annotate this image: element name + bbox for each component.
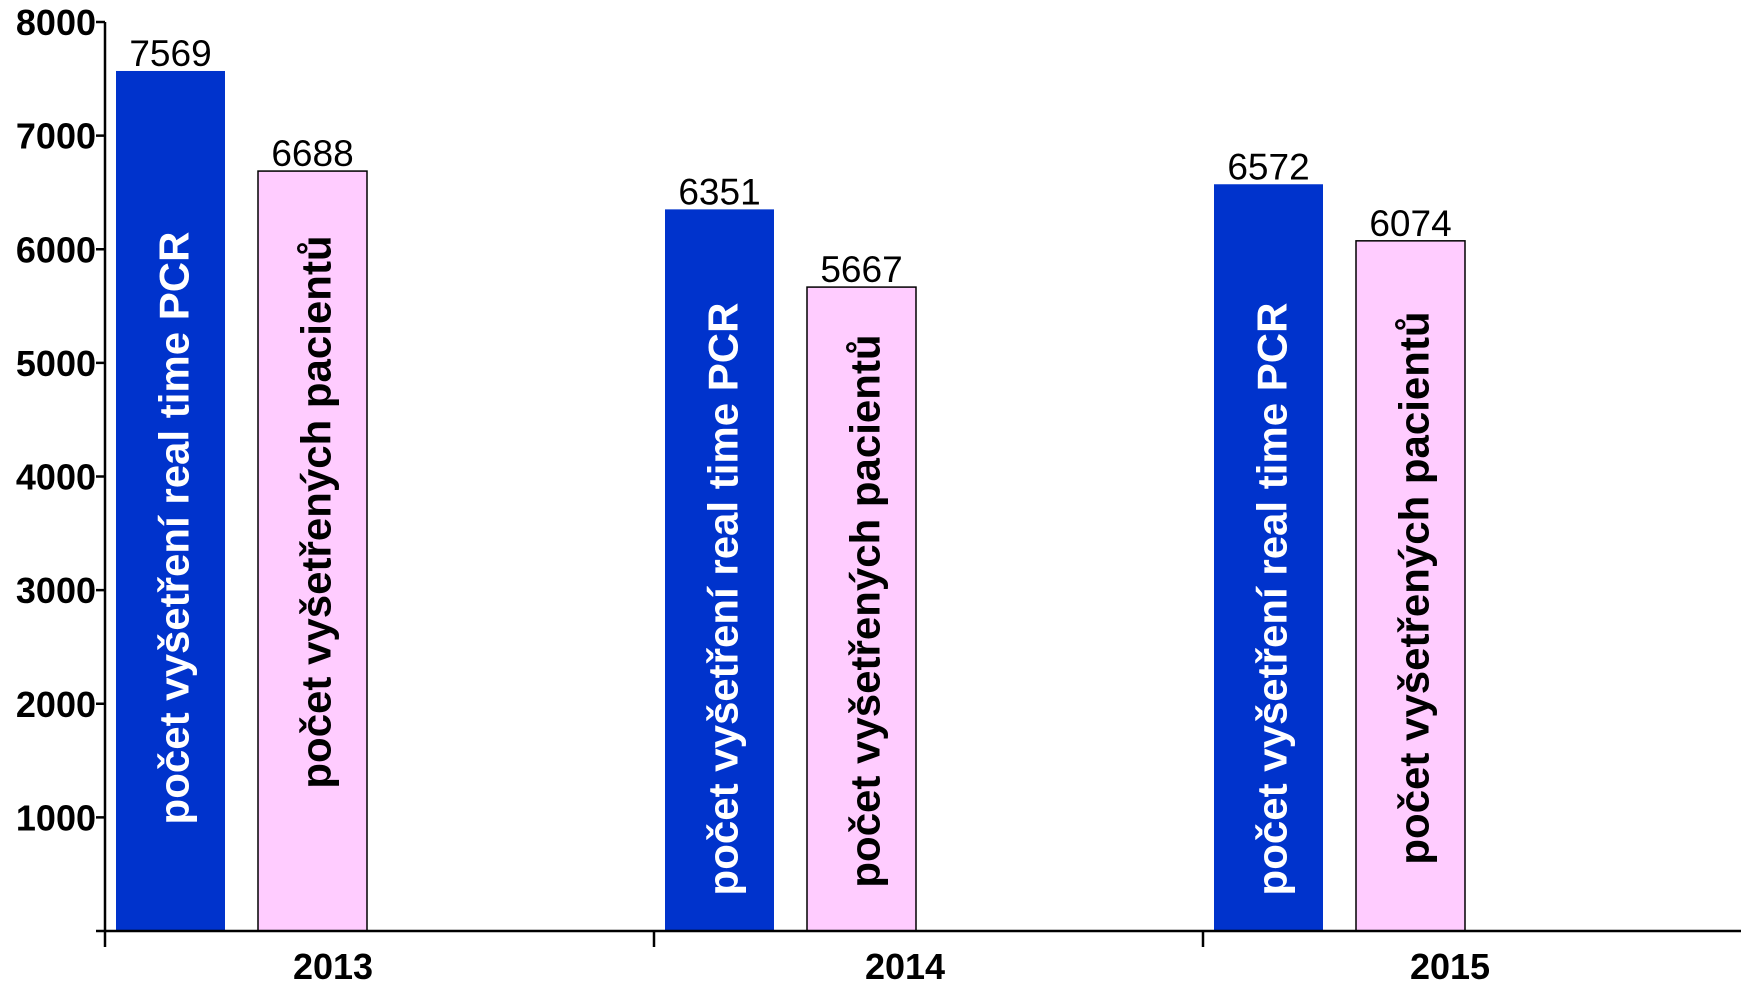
series-label-2014-series-1: počet vyšetření real time PCR — [700, 303, 747, 896]
bar-2014-series-2 — [806, 286, 917, 932]
y-tick-label-7000: 7000 — [16, 116, 96, 157]
x-category-label-2015: 2015 — [1410, 946, 1490, 985]
data-label-2015-series-2: 6074 — [1369, 203, 1451, 244]
y-tick-label-8000: 8000 — [16, 2, 96, 43]
series-label-2014-series-2: počet vyšetřených pacientů — [842, 334, 889, 887]
y-tick-label-6000: 6000 — [16, 229, 96, 270]
series-label-2013-series-1: počet vyšetření real time PCR — [151, 232, 198, 825]
y-tick-label-1000: 1000 — [16, 797, 96, 838]
series-label-2013-series-2: počet vyšetřených pacientů — [293, 235, 340, 788]
bar-2015-series-1 — [1214, 184, 1323, 932]
bar-2013-series-2 — [257, 170, 368, 932]
data-label-2014-series-2: 5667 — [820, 249, 902, 290]
y-tick-label-4000: 4000 — [16, 457, 96, 498]
data-label-2015-series-1: 6572 — [1227, 146, 1309, 187]
series-label-2015-series-2: počet vyšetřených pacientů — [1391, 311, 1438, 864]
bar-2014-series-1 — [665, 209, 774, 932]
data-label-2013-series-2: 6688 — [271, 133, 353, 174]
bars-layer — [116, 70, 1466, 932]
axes-layer — [96, 20, 1741, 947]
data-label-2014-series-1: 6351 — [678, 171, 760, 212]
x-category-label-2014: 2014 — [865, 946, 945, 985]
bar-2013-series-1 — [116, 70, 225, 932]
x-category-label-2013: 2013 — [293, 946, 373, 985]
y-tick-label-5000: 5000 — [16, 343, 96, 384]
data-label-2013-series-1: 7569 — [129, 33, 211, 74]
y-tick-label-2000: 2000 — [16, 684, 96, 725]
y-tick-label-3000: 3000 — [16, 570, 96, 611]
labels-layer: 1000 2000 3000 4000 5000 6000 7000 8000 7569 poče… — [16, 2, 1490, 985]
series-label-2015-series-1: počet vyšetření real time PCR — [1249, 303, 1296, 896]
